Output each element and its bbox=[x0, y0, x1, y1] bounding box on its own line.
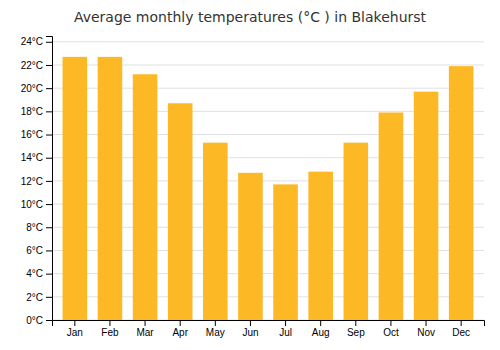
y-tick: 22°C bbox=[21, 60, 52, 71]
y-tick: 2°C bbox=[26, 292, 52, 303]
chart: Average monthly temperatures (°C ) in Bl… bbox=[0, 0, 500, 350]
x-tick-label: Jul bbox=[279, 327, 292, 338]
y-tick-label: 6°C bbox=[26, 245, 43, 256]
y-tick: 4°C bbox=[26, 268, 52, 279]
y-tick-mark bbox=[46, 227, 52, 228]
bar bbox=[238, 173, 263, 320]
x-tick-mark bbox=[145, 320, 146, 326]
y-tick: 16°C bbox=[21, 129, 52, 140]
x-tick: Apr bbox=[172, 320, 188, 338]
y-tick-label: 8°C bbox=[26, 222, 43, 233]
x-tick: Feb bbox=[101, 320, 119, 338]
x-tick: Sep bbox=[347, 320, 365, 338]
x-tick: Nov bbox=[417, 320, 435, 338]
y-tick: 8°C bbox=[26, 222, 52, 233]
x-tick-label: Feb bbox=[101, 327, 119, 338]
y-tick-label: 24°C bbox=[21, 36, 43, 47]
title: Average monthly temperatures (°C ) in Bl… bbox=[74, 9, 427, 25]
y-tick-label: 22°C bbox=[21, 60, 43, 71]
x-tick: May bbox=[206, 320, 225, 338]
y-tick: 10°C bbox=[21, 199, 52, 210]
y-tick: 6°C bbox=[26, 245, 52, 256]
y-tick: 20°C bbox=[21, 83, 52, 94]
plot: 0°C 2°C 4°C 6°C 8°C 10°C 12°C 14°C 16°C 18°C 20°C 2… bbox=[21, 36, 485, 338]
y-tick-label: 14°C bbox=[21, 152, 43, 163]
y-axis-line bbox=[46, 37, 53, 321]
x-tick-label: Jan bbox=[67, 327, 83, 338]
y-tick-mark bbox=[46, 320, 52, 321]
bar bbox=[273, 184, 298, 320]
x-tick-mark bbox=[390, 320, 391, 326]
y-axis: 0°C 2°C 4°C 6°C 8°C 10°C 12°C 14°C 16°C 18°C 20°C 2… bbox=[21, 36, 53, 325]
x-tick-mark bbox=[285, 320, 286, 326]
y-tick-mark bbox=[46, 274, 52, 275]
x-tick-label: Oct bbox=[383, 327, 399, 338]
y-tick-label: 10°C bbox=[21, 199, 43, 210]
x-tick: Oct bbox=[383, 320, 399, 338]
y-tick: 24°C bbox=[21, 36, 52, 47]
y-tick-mark bbox=[46, 42, 52, 43]
y-tick: 12°C bbox=[21, 176, 52, 187]
y-tick-mark bbox=[46, 250, 52, 251]
x-tick-label: Aug bbox=[312, 327, 330, 338]
bar bbox=[98, 57, 123, 320]
x-tick: Jan bbox=[67, 320, 83, 338]
bar bbox=[308, 172, 333, 320]
x-tick-mark bbox=[215, 320, 216, 326]
y-tick: 14°C bbox=[21, 152, 52, 163]
x-tick-label: Mar bbox=[136, 327, 154, 338]
y-tick-mark bbox=[46, 158, 52, 159]
bar bbox=[449, 66, 474, 320]
bar bbox=[344, 143, 369, 320]
y-tick-mark bbox=[46, 297, 52, 298]
x-tick-mark bbox=[355, 320, 356, 326]
bar bbox=[203, 143, 228, 320]
y-tick-label: 2°C bbox=[26, 292, 43, 303]
x-tick: Jun bbox=[242, 320, 258, 338]
y-tick-mark bbox=[46, 65, 52, 66]
x-tick-mark bbox=[320, 320, 321, 326]
x-tick-mark bbox=[74, 320, 75, 326]
x-tick-label: Jun bbox=[242, 327, 258, 338]
x-tick: Aug bbox=[312, 320, 330, 338]
x-tick-label: Nov bbox=[417, 327, 435, 338]
grid bbox=[52, 42, 484, 320]
x-tick-mark bbox=[461, 320, 462, 326]
bar bbox=[133, 74, 158, 320]
bar bbox=[63, 57, 88, 320]
x-tick-label: Apr bbox=[172, 327, 188, 338]
bar bbox=[414, 92, 439, 320]
y-tick-mark bbox=[46, 204, 52, 205]
x-tick-mark bbox=[109, 320, 110, 326]
x-tick-mark bbox=[426, 320, 427, 326]
x-tick-mark bbox=[180, 320, 181, 326]
bar bbox=[379, 113, 404, 320]
y-tick-mark bbox=[46, 135, 52, 136]
y-tick-label: 12°C bbox=[21, 176, 43, 187]
y-tick-label: 18°C bbox=[21, 106, 43, 117]
grid-line bbox=[52, 41, 484, 42]
bars bbox=[63, 57, 474, 320]
x-tick-label: Dec bbox=[452, 327, 470, 338]
y-tick-label: 20°C bbox=[21, 83, 43, 94]
x-tick: Jul bbox=[279, 320, 292, 338]
y-tick: 0°C bbox=[26, 315, 52, 326]
x-tick: Mar bbox=[136, 320, 154, 338]
y-tick-label: 16°C bbox=[21, 129, 43, 140]
y-tick-mark bbox=[46, 181, 52, 182]
x-axis-line bbox=[53, 321, 485, 327]
y-tick-label: 0°C bbox=[26, 315, 43, 326]
y-tick: 18°C bbox=[21, 106, 52, 117]
y-tick-mark bbox=[46, 111, 52, 112]
bar bbox=[168, 103, 193, 320]
y-tick-label: 4°C bbox=[26, 268, 43, 279]
x-tick-label: Sep bbox=[347, 327, 365, 338]
x-tick-label: May bbox=[206, 327, 225, 338]
x-tick: Dec bbox=[452, 320, 470, 338]
x-tick-mark bbox=[250, 320, 251, 326]
y-tick-mark bbox=[46, 88, 52, 89]
x-axis: Jan Feb Mar Apr May Jun Jul Aug Sep Oct Nov Dec bbox=[53, 320, 485, 338]
